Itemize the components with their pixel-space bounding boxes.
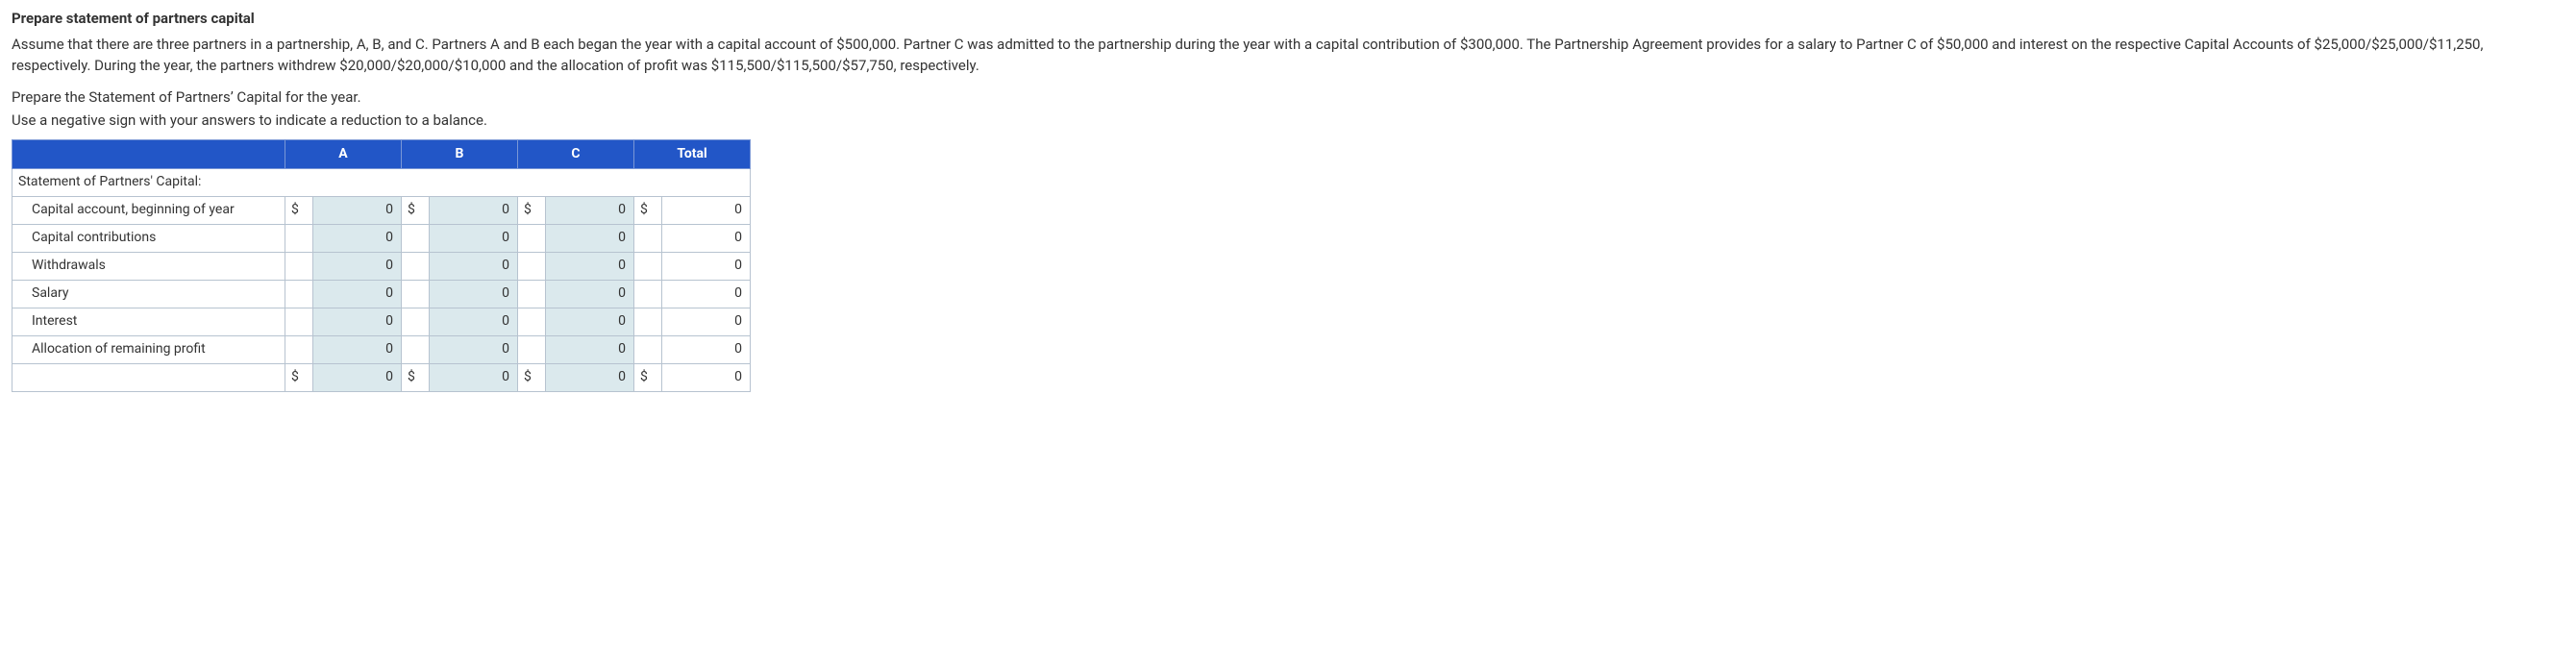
row-label: Capital contributions	[12, 224, 285, 252]
dollar-blank	[634, 252, 662, 280]
total-total[interactable]: 0	[662, 363, 751, 391]
section-title-cell: Statement of Partners' Capital:	[12, 168, 751, 196]
dollar-blank	[402, 224, 430, 252]
instruction-1: Prepare the Statement of Partners’ Capit…	[12, 86, 2564, 109]
table-row: Interest 0 0 0 0	[12, 308, 751, 335]
header-blank	[12, 139, 285, 168]
section-title-row: Statement of Partners' Capital:	[12, 168, 751, 196]
table-row: Allocation of remaining profit 0 0 0 0	[12, 335, 751, 363]
dollar-blank	[634, 308, 662, 335]
input-total[interactable]: 0	[662, 196, 751, 224]
header-c: C	[518, 139, 634, 168]
dollar-sign: $	[518, 363, 546, 391]
input-a[interactable]: 0	[313, 280, 402, 308]
table-row: Capital contributions 0 0 0 0	[12, 224, 751, 252]
dollar-blank	[518, 335, 546, 363]
input-b[interactable]: 0	[430, 252, 518, 280]
dollar-blank	[402, 308, 430, 335]
input-a[interactable]: 0	[313, 308, 402, 335]
dollar-sign: $	[402, 363, 430, 391]
problem-heading: Prepare statement of partners capital	[12, 8, 2564, 30]
dollar-blank	[518, 280, 546, 308]
header-a: A	[285, 139, 402, 168]
dollar-blank	[285, 280, 313, 308]
dollar-blank	[402, 335, 430, 363]
instruction-2: Use a negative sign with your answers to…	[12, 110, 2564, 132]
row-label: Allocation of remaining profit	[12, 335, 285, 363]
input-c[interactable]: 0	[546, 280, 634, 308]
input-a[interactable]: 0	[313, 196, 402, 224]
total-c[interactable]: 0	[546, 363, 634, 391]
input-c[interactable]: 0	[546, 224, 634, 252]
problem-paragraph: Assume that there are three partners in …	[12, 34, 2564, 77]
input-b[interactable]: 0	[430, 308, 518, 335]
input-total[interactable]: 0	[662, 335, 751, 363]
header-total: Total	[634, 139, 751, 168]
dollar-blank	[285, 335, 313, 363]
table-row: Salary 0 0 0 0	[12, 280, 751, 308]
input-c[interactable]: 0	[546, 335, 634, 363]
table-row: Capital account, beginning of year $ 0 $…	[12, 196, 751, 224]
partners-capital-table: A B C Total Statement of Partners' Capit…	[12, 139, 751, 392]
dollar-blank	[285, 224, 313, 252]
total-a[interactable]: 0	[313, 363, 402, 391]
header-b: B	[402, 139, 518, 168]
table-row: Withdrawals 0 0 0 0	[12, 252, 751, 280]
dollar-blank	[285, 308, 313, 335]
dollar-sign: $	[518, 196, 546, 224]
dollar-blank	[518, 252, 546, 280]
input-total[interactable]: 0	[662, 224, 751, 252]
input-b[interactable]: 0	[430, 196, 518, 224]
input-a[interactable]: 0	[313, 335, 402, 363]
input-a[interactable]: 0	[313, 252, 402, 280]
dollar-blank	[402, 280, 430, 308]
input-c[interactable]: 0	[546, 252, 634, 280]
dollar-blank	[402, 252, 430, 280]
row-label: Interest	[12, 308, 285, 335]
input-c[interactable]: 0	[546, 196, 634, 224]
dollar-sign: $	[402, 196, 430, 224]
total-b[interactable]: 0	[430, 363, 518, 391]
input-a[interactable]: 0	[313, 224, 402, 252]
row-label: Withdrawals	[12, 252, 285, 280]
dollar-sign: $	[285, 363, 313, 391]
input-b[interactable]: 0	[430, 280, 518, 308]
input-b[interactable]: 0	[430, 335, 518, 363]
input-total[interactable]: 0	[662, 308, 751, 335]
dollar-blank	[518, 224, 546, 252]
dollar-blank	[285, 252, 313, 280]
row-label: Capital account, beginning of year	[12, 196, 285, 224]
input-b[interactable]: 0	[430, 224, 518, 252]
dollar-sign: $	[285, 196, 313, 224]
dollar-blank	[518, 308, 546, 335]
dollar-sign: $	[634, 196, 662, 224]
dollar-sign: $	[634, 363, 662, 391]
input-total[interactable]: 0	[662, 252, 751, 280]
totals-row: $ 0 $ 0 $ 0 $ 0	[12, 363, 751, 391]
totals-label	[12, 363, 285, 391]
dollar-blank	[634, 280, 662, 308]
input-c[interactable]: 0	[546, 308, 634, 335]
row-label: Salary	[12, 280, 285, 308]
dollar-blank	[634, 335, 662, 363]
input-total[interactable]: 0	[662, 280, 751, 308]
table-header-row: A B C Total	[12, 139, 751, 168]
dollar-blank	[634, 224, 662, 252]
